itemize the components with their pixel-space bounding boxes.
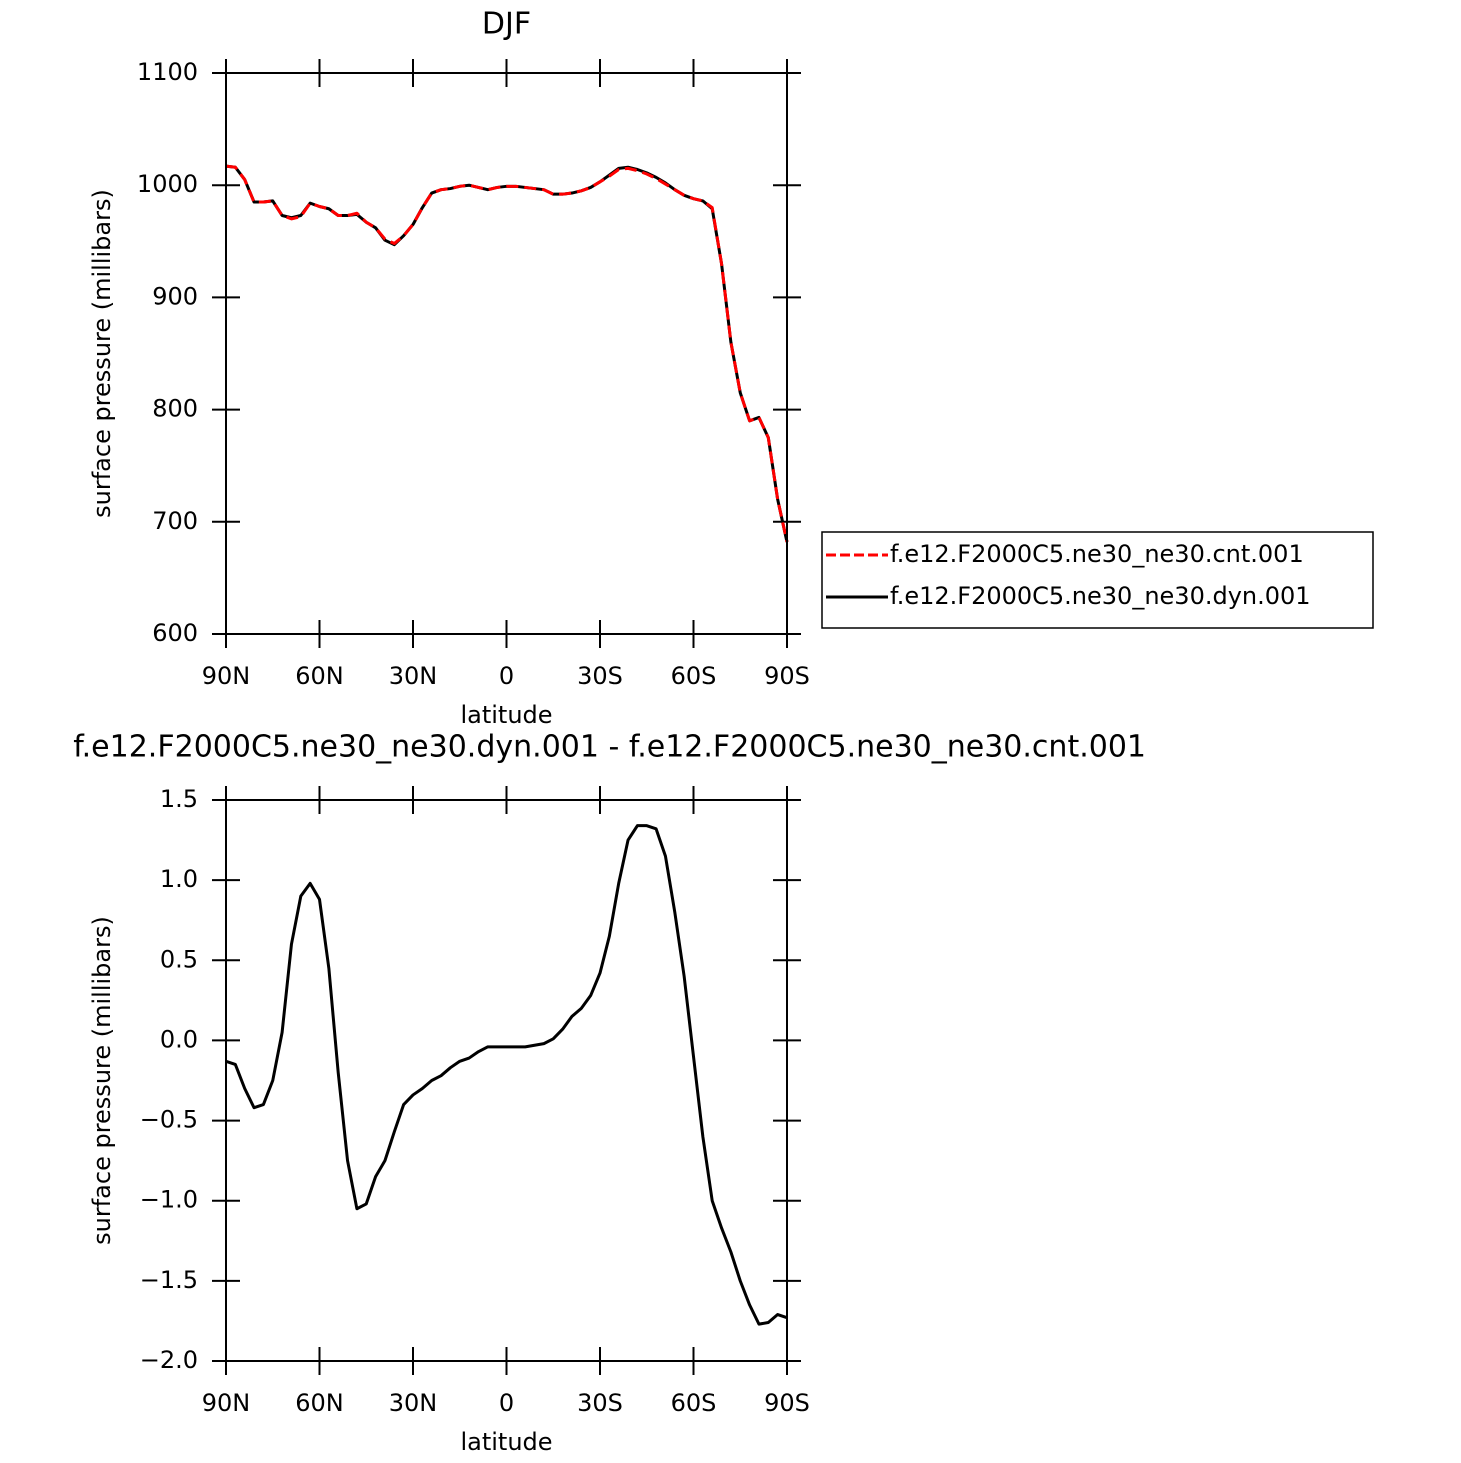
y-tick-label: 700 xyxy=(152,507,198,535)
series-line xyxy=(225,164,789,543)
y-axis-label: surface pressure (millibars) xyxy=(88,916,116,1245)
x-tick-label: 60S xyxy=(671,1389,717,1417)
y-tick-label: 800 xyxy=(152,395,198,423)
y-tick-label: −1.5 xyxy=(140,1266,198,1294)
y-tick-label: 1.0 xyxy=(160,865,198,893)
legend-box xyxy=(821,531,1374,629)
y-tick-label: 0.5 xyxy=(160,945,198,973)
x-tick-label: 30S xyxy=(577,662,623,690)
legend-label: f.e12.F2000C5.ne30_ne30.dyn.001 xyxy=(890,582,1311,610)
x-tick-label: 30S xyxy=(577,1389,623,1417)
x-tick-label: 30N xyxy=(389,662,438,690)
plot-frame xyxy=(225,72,788,635)
plot-frame xyxy=(225,799,788,1362)
y-tick-label: 1100 xyxy=(137,58,198,86)
x-tick-label: 60N xyxy=(295,1389,344,1417)
x-tick-label: 60S xyxy=(671,662,717,690)
y-tick-label: −1.0 xyxy=(140,1186,198,1214)
y-tick-label: 600 xyxy=(152,619,198,647)
y-tick-label: −0.5 xyxy=(140,1106,198,1134)
y-tick-label: 0.0 xyxy=(160,1025,198,1053)
y-tick-label: 1000 xyxy=(137,170,198,198)
x-tick-label: 90N xyxy=(202,1389,251,1417)
y-tick-label: 900 xyxy=(152,282,198,310)
x-tick-label: 30N xyxy=(389,1389,438,1417)
x-tick-label: 90S xyxy=(764,1389,810,1417)
chart-title: DJF xyxy=(482,7,531,42)
series-line xyxy=(225,164,789,543)
x-tick-label: 0 xyxy=(499,662,514,690)
x-axis-label: latitude xyxy=(460,701,552,729)
series-line xyxy=(225,824,788,1326)
chart-title: f.e12.F2000C5.ne30_ne30.dyn.001 - f.e12.… xyxy=(73,730,1146,765)
x-tick-label: 0 xyxy=(499,1389,514,1417)
y-tick-label: −2.0 xyxy=(140,1346,198,1374)
y-tick-label: 1.5 xyxy=(160,785,198,813)
x-axis-label: latitude xyxy=(460,1428,552,1456)
legend-label: f.e12.F2000C5.ne30_ne30.cnt.001 xyxy=(890,540,1304,568)
x-tick-label: 90N xyxy=(202,662,251,690)
y-axis-label: surface pressure (millibars) xyxy=(88,189,116,518)
x-tick-label: 90S xyxy=(764,662,810,690)
x-tick-label: 60N xyxy=(295,662,344,690)
